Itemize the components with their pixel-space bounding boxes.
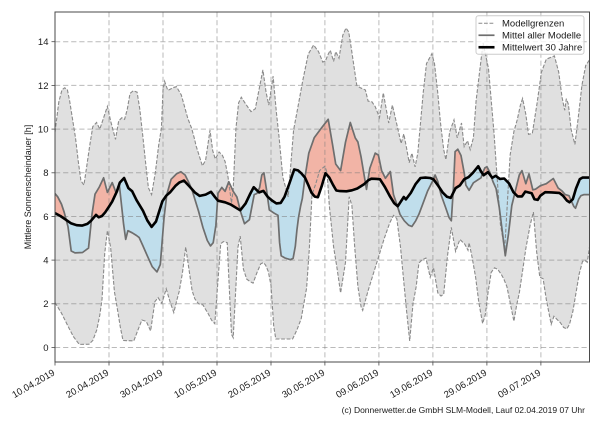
svg-text:10: 10 [38, 125, 49, 136]
svg-text:Mittel aller Modelle: Mittel aller Modelle [502, 31, 581, 42]
svg-text:(c) Donnerwetter.de GmbH SLM-M: (c) Donnerwetter.de GmbH SLM-Modell, Lau… [342, 405, 585, 415]
svg-text:6: 6 [43, 212, 48, 223]
svg-text:0: 0 [43, 343, 48, 354]
svg-text:Mittlere Sonnenscheindauer [h]: Mittlere Sonnenscheindauer [h] [23, 125, 33, 250]
svg-text:4: 4 [43, 256, 48, 267]
svg-text:8: 8 [43, 168, 48, 179]
svg-text:2: 2 [43, 299, 48, 310]
svg-text:Modellgrenzen: Modellgrenzen [502, 19, 564, 30]
svg-text:12: 12 [38, 81, 49, 92]
svg-text:14: 14 [38, 37, 49, 48]
svg-text:Mittelwert 30 Jahre: Mittelwert 30 Jahre [502, 43, 582, 54]
